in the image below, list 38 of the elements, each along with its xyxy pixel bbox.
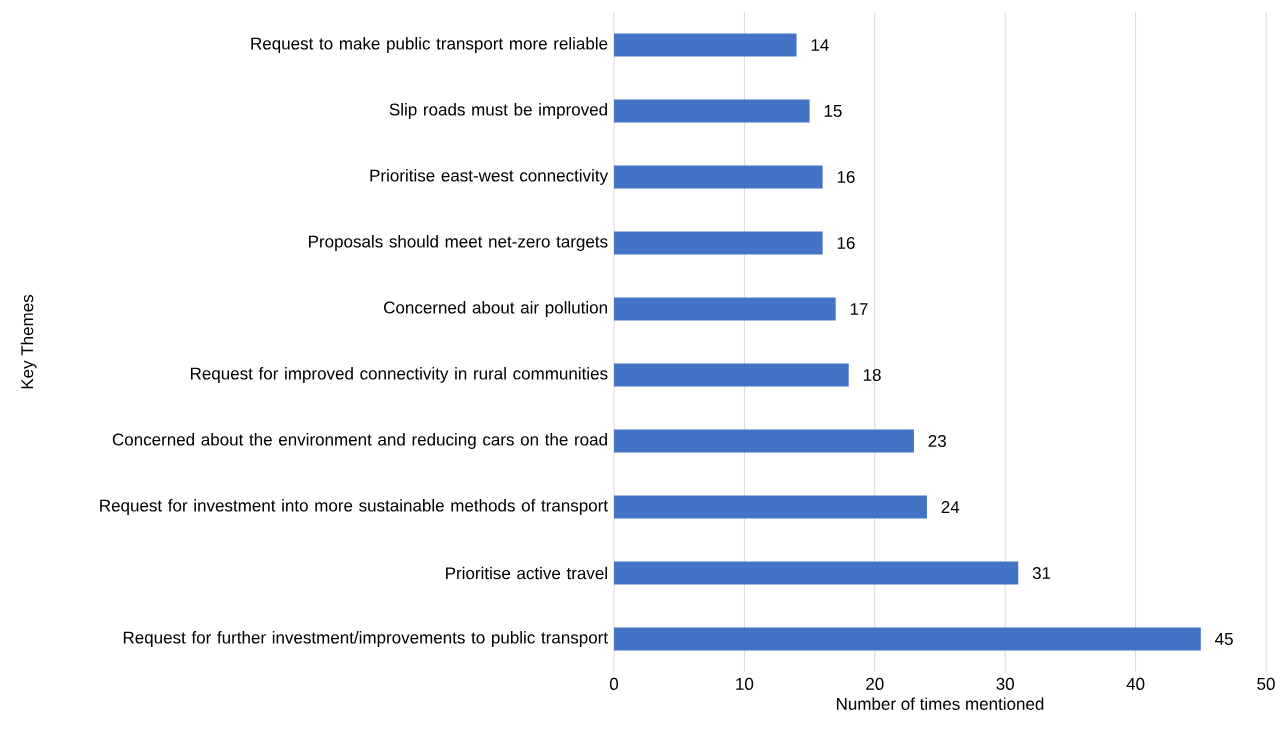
y-tick-label: Request for further investment/improvements to public transport bbox=[123, 631, 608, 647]
y-tick-label: Slip roads must be improved bbox=[389, 103, 607, 119]
x-axis-title: Number of times mentioned bbox=[836, 697, 1044, 710]
bar bbox=[613, 495, 927, 519]
y-axis-title: Key Themes bbox=[20, 294, 37, 389]
y-tick-label: Request for investment into more sustainable methods of transport bbox=[100, 499, 608, 515]
bar bbox=[613, 231, 823, 255]
x-tick-label: 10 bbox=[736, 677, 754, 690]
bar bbox=[613, 429, 914, 453]
data-label: 16 bbox=[837, 170, 855, 184]
y-tick-label: Concerned about air pollution bbox=[384, 301, 607, 317]
data-label: 16 bbox=[837, 236, 855, 250]
y-tick-label: Proposals should meet net-zero targets bbox=[309, 235, 608, 251]
data-label: 18 bbox=[863, 368, 881, 382]
bar bbox=[613, 297, 836, 321]
y-tick-label: Request to make public transport more reliable bbox=[251, 37, 608, 53]
x-tick-label: 0 bbox=[609, 677, 619, 690]
bar bbox=[613, 561, 1019, 585]
data-label: 45 bbox=[1215, 633, 1233, 645]
x-tick-label: 50 bbox=[1257, 677, 1275, 690]
bar bbox=[613, 165, 823, 189]
data-label: 15 bbox=[824, 105, 842, 117]
x-tick-label: 30 bbox=[996, 677, 1014, 690]
y-tick-label: Prioritise east-west connectivity bbox=[370, 169, 609, 185]
data-label: 31 bbox=[1032, 566, 1051, 580]
bar bbox=[613, 99, 810, 123]
y-tick-label: Prioritise active travel bbox=[446, 566, 607, 580]
data-label: 14 bbox=[811, 39, 829, 51]
x-tick-label: 20 bbox=[866, 677, 884, 690]
data-label: 24 bbox=[941, 501, 960, 513]
y-tick-label: Concerned about the environment and reducing cars on the road bbox=[112, 433, 607, 449]
y-tick-label: Request for improved connectivity in rural communities bbox=[190, 367, 608, 383]
bar bbox=[613, 33, 797, 57]
data-label: 17 bbox=[850, 303, 868, 315]
data-label: 23 bbox=[928, 434, 946, 448]
bar bbox=[613, 363, 849, 387]
x-tick-label: 40 bbox=[1126, 677, 1145, 690]
bar bbox=[613, 627, 1201, 651]
